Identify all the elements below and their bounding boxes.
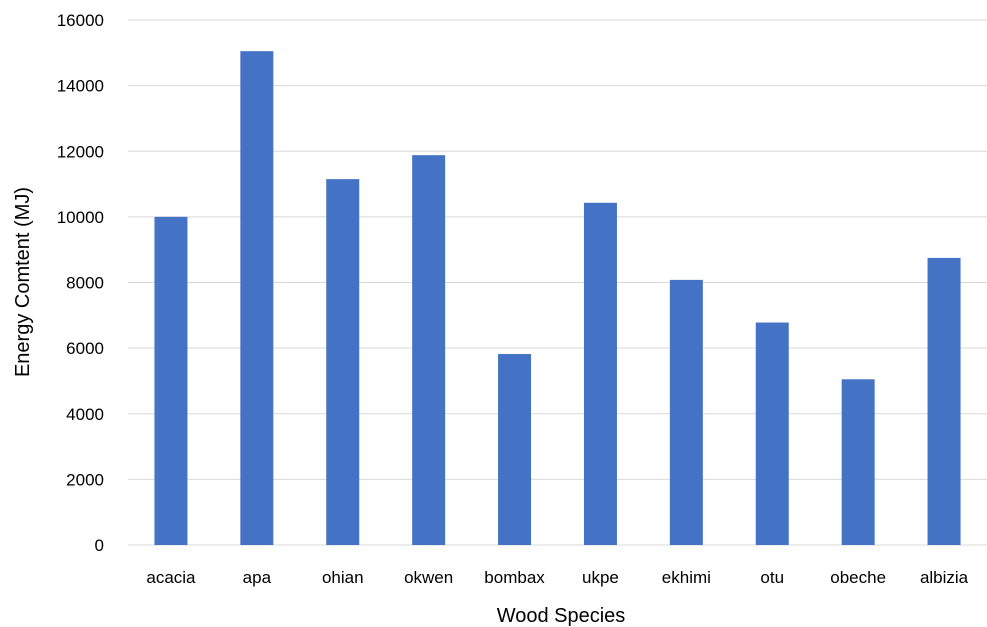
y-tick-label: 8000 xyxy=(66,274,104,293)
bar-acacia xyxy=(154,216,188,545)
bar-obeche xyxy=(841,379,875,545)
x-tick-label: ohian xyxy=(322,568,364,587)
x-tick-label: ekhimi xyxy=(662,568,711,587)
x-axis-title: Wood Species xyxy=(497,605,626,627)
y-tick-label: 14000 xyxy=(57,77,104,96)
bar-otu xyxy=(755,322,789,545)
x-tick-label: bombax xyxy=(484,568,545,587)
y-tick-label: 16000 xyxy=(57,11,104,30)
x-tick-label: acacia xyxy=(146,568,196,587)
y-tick-label: 0 xyxy=(95,536,104,555)
x-axis-tick-labels: acacia apa ohian okwen bombax ukpe ekhimi otu ob… xyxy=(146,568,968,587)
y-tick-label: 10000 xyxy=(57,208,104,227)
x-tick-label: apa xyxy=(243,568,272,587)
y-axis-tick-labels: 0 2000 4000 6000 8000 10000 12000 14000 16000 xyxy=(57,11,104,555)
bar-bombax xyxy=(498,354,532,545)
y-tick-label: 4000 xyxy=(66,405,104,424)
bar-ukpe xyxy=(583,202,617,545)
x-tick-label: obeche xyxy=(830,568,886,587)
x-tick-label: okwen xyxy=(404,568,453,587)
bar-ohian xyxy=(326,179,360,545)
x-tick-label: otu xyxy=(760,568,784,587)
y-tick-label: 12000 xyxy=(57,142,104,161)
x-tick-label: albizia xyxy=(920,568,969,587)
x-tick-label: ukpe xyxy=(582,568,619,587)
y-axis-title: Energy Comtent (MJ) xyxy=(12,187,34,377)
y-tick-label: 2000 xyxy=(66,470,104,489)
bars xyxy=(154,51,961,545)
bar-albizia xyxy=(927,257,961,545)
bar-ekhimi xyxy=(669,279,703,545)
y-tick-label: 6000 xyxy=(66,339,104,358)
bar-okwen xyxy=(412,155,446,545)
bar-apa xyxy=(240,51,274,545)
